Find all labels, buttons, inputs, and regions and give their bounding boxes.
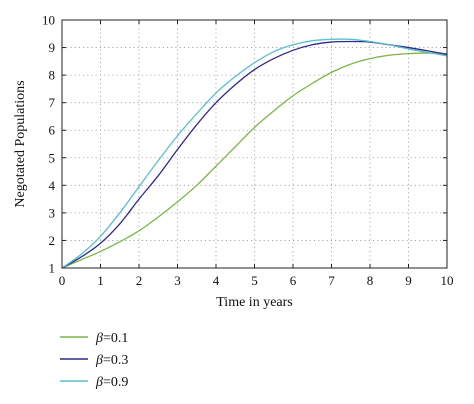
y-tick-label: 3 (49, 205, 56, 220)
x-tick-labels: 0 1 2 3 4 5 6 7 8 9 10 (59, 273, 454, 288)
x-tick-label: 10 (441, 273, 454, 288)
x-tick-label: 4 (213, 273, 220, 288)
grid-lines (62, 20, 447, 268)
y-tick-label: 10 (42, 13, 55, 28)
y-tick-label: 6 (49, 123, 56, 138)
legend-beta-symbol: β (95, 331, 103, 346)
x-tick-label: 2 (136, 273, 143, 288)
x-tick-label: 9 (405, 273, 412, 288)
x-tick-label: 7 (328, 273, 335, 288)
axis-ticks (61, 19, 448, 269)
y-tick-label: 4 (49, 178, 56, 193)
x-tick-label: 3 (174, 273, 181, 288)
series-line-1 (61, 52, 448, 269)
legend-label: β=0.9 (95, 375, 128, 390)
x-axis-label: Time in years (216, 295, 292, 310)
legend-label: β=0.1 (95, 331, 128, 346)
legend-value: =0.1 (103, 331, 128, 346)
legend: β=0.1β=0.3β=0.9 (60, 331, 128, 390)
y-tick-label: 7 (49, 95, 56, 110)
y-tick-label: 9 (49, 40, 56, 55)
y-tick-labels: 1 2 3 4 5 6 7 8 9 10 (42, 13, 56, 276)
x-tick-label: 6 (290, 273, 297, 288)
y-axis-label: Negotated Populations (13, 80, 28, 207)
legend-label: β=0.3 (95, 353, 128, 368)
legend-beta-symbol: β (95, 353, 103, 368)
x-tick-label: 1 (97, 273, 104, 288)
x-tick-label: 0 (59, 273, 66, 288)
series-line-3 (61, 38, 448, 269)
x-tick-label: 8 (367, 273, 374, 288)
legend-beta-symbol: β (95, 375, 103, 390)
y-tick-label: 1 (49, 261, 56, 276)
y-tick-label: 5 (49, 150, 56, 165)
legend-value: =0.3 (103, 353, 128, 368)
y-tick-label: 2 (49, 233, 56, 248)
series-lines (61, 38, 448, 269)
y-tick-label: 8 (49, 68, 56, 83)
legend-value: =0.9 (103, 375, 128, 390)
x-tick-label: 5 (251, 273, 258, 288)
